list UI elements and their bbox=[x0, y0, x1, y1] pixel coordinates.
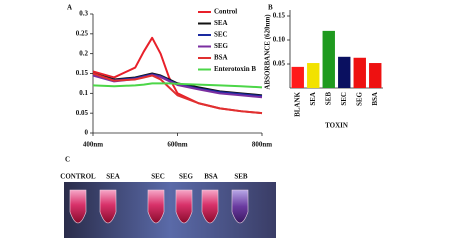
panel-label: A bbox=[67, 4, 72, 12]
bar bbox=[291, 66, 304, 88]
tube-label: BSA bbox=[204, 173, 218, 181]
bar bbox=[338, 56, 351, 88]
y-tick-label: 0 bbox=[85, 129, 89, 137]
tube-label: SEC bbox=[151, 173, 165, 181]
tube-label: CONTROL bbox=[60, 173, 96, 181]
legend-label: Control bbox=[214, 8, 237, 16]
y-tick-label: 0.15 bbox=[76, 69, 89, 77]
tube-label: SEG bbox=[179, 173, 194, 181]
legend-label: SEC bbox=[214, 31, 228, 39]
x-tick-label: 600nm bbox=[167, 141, 187, 149]
x-tick-label: 400nm bbox=[83, 141, 103, 149]
x-tick-label: BSA bbox=[371, 92, 379, 106]
y-tick-label: 0.15 bbox=[273, 12, 286, 20]
panel-label: B bbox=[268, 4, 273, 12]
x-tick-label: BLANK bbox=[293, 91, 301, 116]
bar bbox=[353, 57, 366, 88]
y-axis-label: ABSORBANCE (620nm) bbox=[264, 14, 272, 90]
bar bbox=[307, 63, 320, 88]
y-tick-label: 0.05 bbox=[273, 60, 286, 68]
bar bbox=[369, 63, 382, 88]
legend-label: SEA bbox=[214, 19, 228, 27]
y-tick-label: 0.3 bbox=[79, 10, 88, 18]
x-tick-label: SEG bbox=[355, 91, 363, 106]
y-tick-label: 0.2 bbox=[79, 49, 88, 57]
x-tick-label: SEB bbox=[324, 92, 332, 106]
y-tick-label: 0.10 bbox=[273, 36, 286, 44]
data-line bbox=[92, 36, 263, 115]
x-tick-label: SEA bbox=[309, 92, 317, 106]
x-tick-label: 800nm bbox=[252, 141, 272, 149]
legend-label: Enterotoxin B bbox=[214, 65, 256, 73]
photo: CONTROL SEA SEC SEG BSA SEB bbox=[60, 172, 276, 238]
bar bbox=[322, 30, 335, 89]
x-tick-label: SEC bbox=[340, 92, 348, 106]
legend-label: SEG bbox=[214, 42, 229, 50]
y-tick-label: 0.25 bbox=[76, 29, 89, 37]
x-axis-label: TOXIN bbox=[325, 122, 348, 130]
tube-label: SEA bbox=[106, 173, 120, 181]
legend-label: BSA bbox=[214, 54, 228, 62]
tube-label: SEB bbox=[234, 173, 248, 181]
panel-label: C bbox=[65, 156, 70, 164]
y-tick-label: 0.05 bbox=[76, 109, 89, 117]
y-tick-label: 0.1 bbox=[79, 89, 88, 97]
data-line bbox=[92, 82, 263, 89]
